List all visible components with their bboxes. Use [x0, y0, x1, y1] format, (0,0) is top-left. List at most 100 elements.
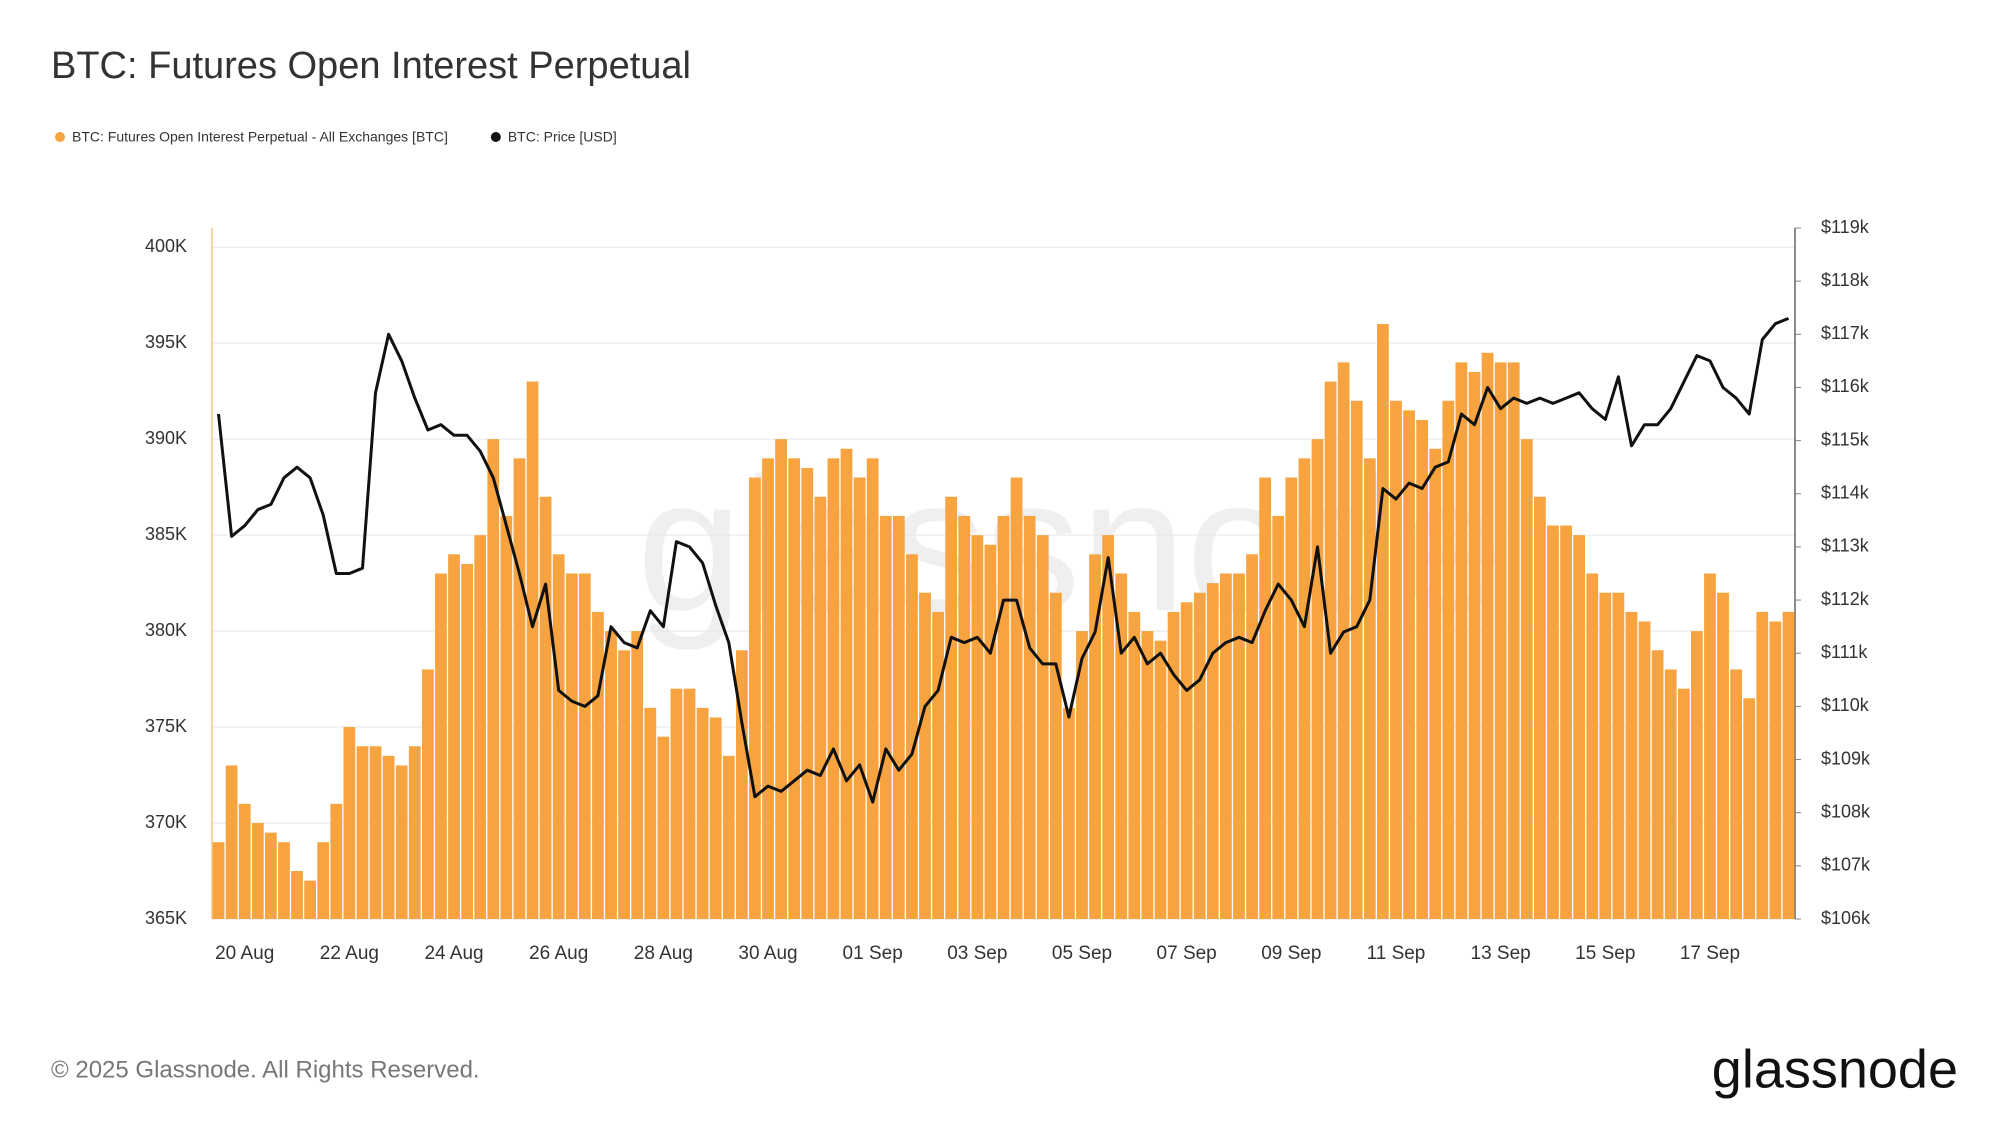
bar — [1089, 554, 1101, 919]
x-tick-label: 13 Sep — [1471, 943, 1531, 964]
bar — [1442, 400, 1455, 919]
bar — [1023, 515, 1036, 919]
bar — [840, 448, 853, 919]
bar — [670, 688, 683, 919]
bar — [526, 381, 539, 919]
y2-tick-label: $106k — [1821, 908, 1871, 928]
legend-marker — [55, 132, 65, 142]
x-tick-label: 24 Aug — [424, 943, 483, 964]
price-line — [217, 317, 1790, 804]
bar — [1664, 669, 1677, 919]
bar — [618, 650, 630, 919]
bar — [919, 592, 931, 919]
bar — [552, 554, 565, 919]
bar — [801, 467, 814, 919]
y2-tick-label: $115k — [1821, 429, 1870, 449]
bar — [1193, 592, 1206, 919]
bar — [421, 669, 434, 919]
bar — [1455, 362, 1468, 920]
bar — [1690, 631, 1703, 919]
bar — [1625, 611, 1638, 919]
bar — [278, 842, 290, 919]
bar — [657, 736, 670, 919]
x-tick-label: 11 Sep — [1367, 943, 1426, 964]
bar — [1206, 583, 1219, 919]
bar — [1167, 611, 1180, 919]
bar — [408, 746, 421, 919]
bar — [1337, 362, 1350, 920]
bar — [1180, 602, 1193, 919]
bar — [1743, 698, 1756, 919]
bar — [1756, 611, 1769, 919]
y2-tick-label: $112k — [1821, 589, 1870, 609]
bar — [997, 515, 1010, 919]
x-tick-label: 01 Sep — [843, 943, 903, 964]
y2-tick-label: $114k — [1821, 483, 1870, 503]
x-tick-label: 26 Aug — [529, 943, 588, 964]
x-tick-label: 28 Aug — [634, 943, 693, 964]
bar — [605, 631, 617, 919]
bar — [814, 496, 827, 919]
bar — [1010, 477, 1023, 919]
x-tick-label: 03 Sep — [947, 943, 1007, 964]
x-tick-label: 30 Aug — [738, 943, 797, 964]
bar — [369, 746, 382, 919]
bar — [1416, 419, 1429, 919]
chart-title: BTC: Futures Open Interest Perpetual — [51, 45, 691, 87]
bar — [1468, 371, 1481, 919]
bar — [474, 535, 487, 919]
bar — [1350, 400, 1363, 919]
bar — [1311, 439, 1324, 919]
bar — [1377, 323, 1389, 919]
bar — [461, 563, 473, 919]
y2-tick-label: $119k — [1821, 217, 1870, 237]
bar — [1259, 477, 1272, 919]
bar — [1651, 650, 1664, 919]
bar — [212, 842, 225, 919]
bar — [722, 755, 735, 919]
bar — [435, 573, 447, 919]
bar — [1717, 592, 1729, 919]
bar — [971, 535, 984, 919]
bar — [1520, 439, 1533, 919]
bar — [1363, 458, 1376, 919]
bar — [1560, 525, 1572, 919]
x-tick-label: 05 Sep — [1052, 943, 1112, 964]
y2-tick-label: $110k — [1821, 695, 1870, 715]
x-tick-label: 09 Sep — [1261, 943, 1321, 964]
y-tick-label: 365K — [145, 908, 187, 928]
y-tick-label: 375K — [145, 716, 187, 736]
bar — [330, 803, 343, 919]
bar — [1534, 496, 1546, 919]
bar — [1612, 592, 1625, 919]
bar — [1677, 688, 1690, 919]
bar — [1233, 573, 1245, 919]
y2-tick-label: $116k — [1821, 376, 1870, 396]
legend-label: BTC: Futures Open Interest Perpetual - A… — [72, 129, 448, 145]
bar — [1730, 669, 1743, 919]
y2-tick-label: $107k — [1821, 855, 1871, 875]
bar — [500, 515, 513, 919]
bar — [1298, 458, 1311, 919]
bar — [1638, 621, 1651, 919]
x-tick-label: 22 Aug — [320, 943, 379, 964]
bar — [1494, 362, 1507, 920]
bar — [1769, 621, 1782, 919]
logo: glassnode — [1712, 1039, 1958, 1099]
bar — [395, 765, 408, 919]
bar — [513, 458, 526, 919]
bar — [631, 631, 644, 919]
bar — [1599, 592, 1612, 919]
y-tick-label: 370K — [145, 812, 187, 832]
bar — [565, 573, 578, 919]
bar — [762, 458, 774, 919]
bar — [1063, 707, 1075, 919]
bar — [1141, 631, 1154, 919]
bar — [1128, 611, 1141, 919]
y2-tick-label: $108k — [1821, 801, 1871, 821]
bar — [853, 477, 866, 919]
y-tick-label: 380K — [145, 620, 187, 640]
bar — [1547, 525, 1559, 919]
y2-tick-label: $117k — [1821, 323, 1870, 343]
